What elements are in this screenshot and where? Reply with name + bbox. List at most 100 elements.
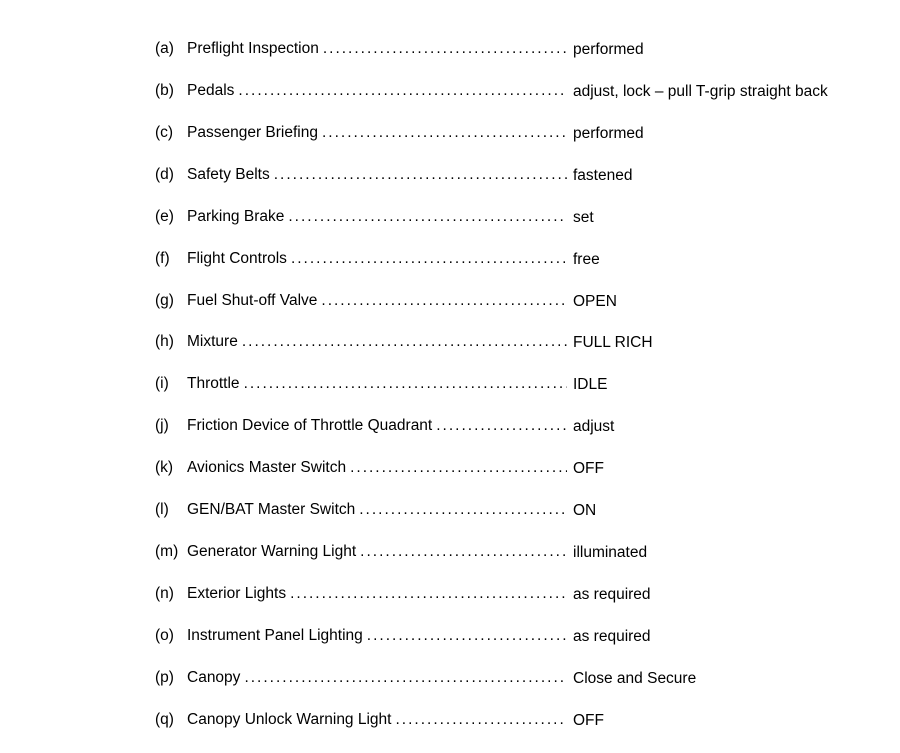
item-label: Flight Controls xyxy=(187,250,291,268)
item-marker: (g) xyxy=(155,292,187,310)
item-value: Close and Secure xyxy=(567,669,840,690)
leader-wrap: Throttle xyxy=(187,375,567,393)
item-marker: (k) xyxy=(155,459,187,477)
checklist-row: (m)Generator Warning Light illuminated xyxy=(155,543,840,564)
leader-wrap: Pedals xyxy=(187,82,567,100)
item-marker: (b) xyxy=(155,82,187,100)
item-label: Pedals xyxy=(187,82,238,100)
item-value: performed xyxy=(567,124,840,145)
leader-dots xyxy=(290,585,567,603)
checklist-row: (c)Passenger Briefing performed xyxy=(155,124,840,145)
item-label: GEN/BAT Master Switch xyxy=(187,501,359,519)
item-label: Passenger Briefing xyxy=(187,124,322,142)
item-value: fastened xyxy=(567,166,840,187)
checklist-row: (k)Avionics Master Switch OFF xyxy=(155,459,840,480)
leader-dots xyxy=(350,459,567,477)
checklist-row: (i)Throttle IDLE xyxy=(155,375,840,396)
leader-wrap: Canopy Unlock Warning Light xyxy=(187,711,567,729)
item-value: FULL RICH xyxy=(567,333,840,354)
item-label: Avionics Master Switch xyxy=(187,459,350,477)
item-value: ON xyxy=(567,501,840,522)
leader-wrap: Preflight Inspection xyxy=(187,40,567,58)
item-label: Mixture xyxy=(187,333,242,351)
leader-dots xyxy=(288,208,567,226)
item-marker: (p) xyxy=(155,669,187,687)
leader-wrap: Safety Belts xyxy=(187,166,567,184)
leader-wrap: Avionics Master Switch xyxy=(187,459,567,477)
checklist-row: (o)Instrument Panel Lighting as required xyxy=(155,627,840,648)
leader-dots xyxy=(291,250,567,268)
checklist-row: (h)Mixture FULL RICH xyxy=(155,333,840,354)
item-label: Canopy xyxy=(187,669,244,687)
item-marker: (c) xyxy=(155,124,187,142)
checklist: (a)Preflight Inspection performed (b)Pedal… xyxy=(155,40,840,753)
checklist-row: (p)Canopy Close and Secure xyxy=(155,669,840,690)
checklist-row: (e)Parking Brake set xyxy=(155,208,840,229)
item-marker: (n) xyxy=(155,585,187,603)
leader-wrap: Parking Brake xyxy=(187,208,567,226)
item-label: Fuel Shut-off Valve xyxy=(187,292,321,310)
item-value: as required xyxy=(567,585,840,606)
leader-dots xyxy=(244,669,567,687)
item-value: performed xyxy=(567,40,840,61)
checklist-row: (f)Flight Controls free xyxy=(155,250,840,271)
checklist-row: (a)Preflight Inspection performed xyxy=(155,40,840,61)
leader-dots xyxy=(436,417,567,435)
leader-dots xyxy=(238,82,567,100)
item-label: Instrument Panel Lighting xyxy=(187,627,367,645)
leader-dots xyxy=(242,333,567,351)
checklist-row: (d)Safety Belts fastened xyxy=(155,166,840,187)
item-marker: (e) xyxy=(155,208,187,226)
leader-wrap: Flight Controls xyxy=(187,250,567,268)
leader-wrap: Canopy xyxy=(187,669,567,687)
leader-dots xyxy=(321,292,567,310)
item-label: Safety Belts xyxy=(187,166,274,184)
item-marker: (i) xyxy=(155,375,187,393)
checklist-row: (l)GEN/BAT Master Switch ON xyxy=(155,501,840,522)
item-value: IDLE xyxy=(567,375,840,396)
leader-wrap: Mixture xyxy=(187,333,567,351)
item-label: Throttle xyxy=(187,375,244,393)
item-value: set xyxy=(567,208,840,229)
leader-dots xyxy=(323,40,567,58)
item-label: Generator Warning Light xyxy=(187,543,360,561)
item-value: adjust, lock – pull T-grip straight back xyxy=(567,82,840,103)
leader-dots xyxy=(322,124,567,142)
checklist-row: (q)Canopy Unlock Warning LightOFF xyxy=(155,711,840,732)
item-label: Canopy Unlock Warning Light xyxy=(187,711,395,729)
item-marker: (q) xyxy=(155,711,187,729)
item-value: OFF xyxy=(567,459,840,480)
item-label: Friction Device of Throttle Quadrant xyxy=(187,417,436,435)
item-value: OPEN xyxy=(567,292,840,313)
item-marker: (a) xyxy=(155,40,187,58)
leader-dots xyxy=(359,501,567,519)
checklist-row: (b)Pedals adjust, lock – pull T-grip stra… xyxy=(155,82,840,103)
item-value: as required xyxy=(567,627,840,648)
item-value: adjust xyxy=(567,417,840,438)
item-marker: (m) xyxy=(155,543,187,561)
item-label: Preflight Inspection xyxy=(187,40,323,58)
checklist-row: (n)Exterior Lightsas required xyxy=(155,585,840,606)
item-marker: (o) xyxy=(155,627,187,645)
leader-wrap: Generator Warning Light xyxy=(187,543,567,561)
leader-wrap: GEN/BAT Master Switch xyxy=(187,501,567,519)
item-marker: (l) xyxy=(155,501,187,519)
leader-dots xyxy=(360,543,567,561)
item-marker: (d) xyxy=(155,166,187,184)
leader-dots xyxy=(395,711,567,729)
item-label: Parking Brake xyxy=(187,208,288,226)
leader-wrap: Exterior Lights xyxy=(187,585,567,603)
leader-wrap: Friction Device of Throttle Quadrant xyxy=(187,417,567,435)
leader-dots xyxy=(367,627,567,645)
checklist-row: (g)Fuel Shut-off Valve OPEN xyxy=(155,292,840,313)
leader-wrap: Fuel Shut-off Valve xyxy=(187,292,567,310)
item-value: illuminated xyxy=(567,543,840,564)
checklist-row: (j)Friction Device of Throttle Quadrant a… xyxy=(155,417,840,438)
item-value: free xyxy=(567,250,840,271)
item-marker: (f) xyxy=(155,250,187,268)
item-marker: (j) xyxy=(155,417,187,435)
leader-dots xyxy=(274,166,567,184)
leader-dots xyxy=(244,375,567,393)
leader-wrap: Passenger Briefing xyxy=(187,124,567,142)
item-marker: (h) xyxy=(155,333,187,351)
